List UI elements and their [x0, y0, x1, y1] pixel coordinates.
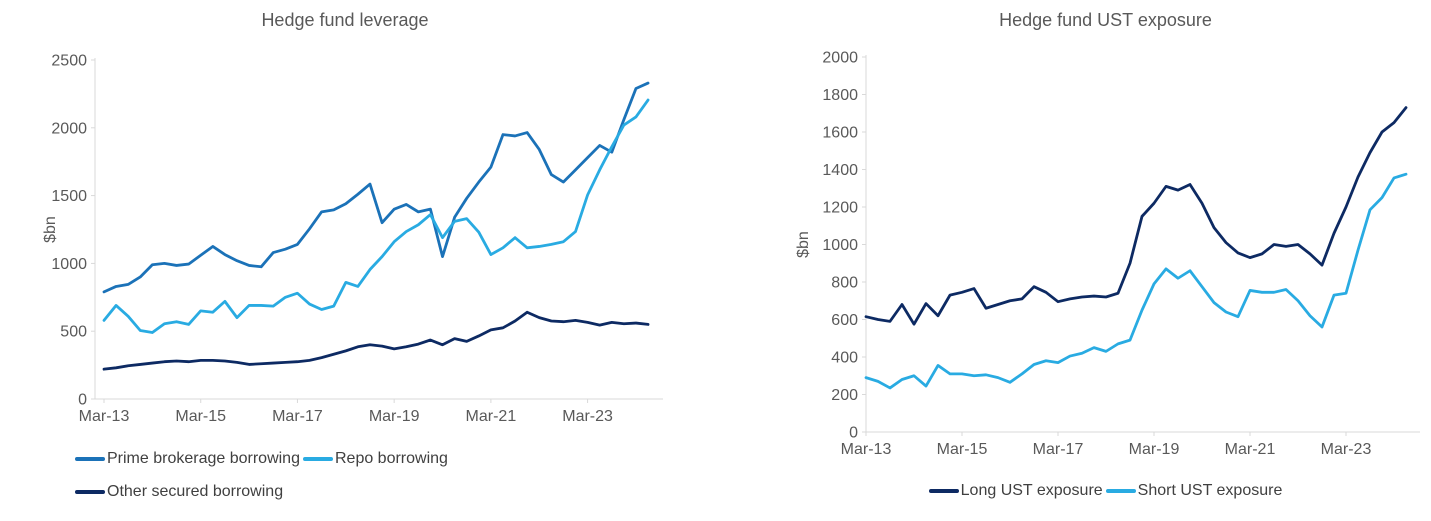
x-tick-label: Mar-17 — [272, 408, 323, 425]
x-tick-label: Mar-13 — [79, 408, 130, 425]
series-line-long-ust-exposure — [864, 106, 1408, 326]
y-tick-label: 400 — [831, 350, 858, 367]
legend-label: Repo borrowing — [334, 450, 448, 467]
series-line-prime-brokerage-borrowing — [102, 81, 650, 294]
legend-item-prime-brokerage-borrowing: Prime brokerage borrowing — [75, 450, 300, 468]
chart-hedge-fund-leverage: Hedge fund leverage 0 500 1000 1500 2000 2500… — [15, 8, 675, 513]
legend-line-swatch — [75, 457, 105, 461]
y-tick-label: 1500 — [51, 188, 87, 205]
legend-line-swatch — [1105, 489, 1136, 493]
legend-line-swatch — [302, 457, 333, 461]
x-tick-label: Mar-17 — [1033, 441, 1084, 458]
legend-line-swatch — [75, 490, 105, 494]
y-tick-label: 2000 — [51, 120, 87, 137]
legend-item-long-ust-exposure: Long UST exposure — [928, 482, 1103, 500]
legend-label: Short UST exposure — [1137, 482, 1283, 499]
x-tick-label: Mar-23 — [562, 408, 613, 425]
legend-label: Prime brokerage borrowing — [107, 450, 300, 467]
legend-row: Long UST exposure Short UST exposure — [928, 482, 1283, 500]
legend-item-other-secured-borrowing: Other secured borrowing — [75, 483, 283, 501]
legend-item-short-ust-exposure: Short UST exposure — [1105, 482, 1283, 500]
y-tick-label: 0 — [849, 425, 858, 442]
x-tick-label: Mar-23 — [1321, 441, 1372, 458]
series-line-short-ust-exposure — [864, 172, 1408, 390]
y-tick-label: 1400 — [822, 162, 858, 179]
chart-title: Hedge fund leverage — [261, 10, 429, 30]
legend-row: Prime brokerage borrowing Repo borrowing — [75, 450, 448, 468]
legend-item-repo-borrowing: Repo borrowing — [302, 450, 448, 468]
series-line-other-secured-borrowing — [102, 310, 650, 371]
x-tick-label: Mar-19 — [1129, 441, 1180, 458]
y-axis-title: $bn — [42, 216, 59, 243]
y-tick-label: 2000 — [822, 50, 858, 67]
x-tick-label: Mar-15 — [175, 408, 226, 425]
chart-hedge-fund-ust-exposure: Hedge fund UST exposure 0 200 400 600 800 100… — [780, 8, 1431, 513]
y-tick-label: 800 — [831, 275, 858, 292]
legend: Prime brokerage borrowing Repo borrowing O… — [75, 450, 448, 501]
y-tick-label: 1800 — [822, 87, 858, 104]
series-line-repo-borrowing — [102, 98, 650, 334]
legend-line-swatch — [928, 489, 959, 493]
y-axis-title: $bn — [795, 231, 812, 258]
x-tick-label: Mar-21 — [466, 408, 517, 425]
y-tick-label: 600 — [831, 312, 858, 329]
y-tick-label: 0 — [78, 392, 87, 409]
y-tick-label: 1000 — [822, 237, 858, 254]
plot-area: 0 200 400 600 800 1000 1200 1400 1600 1800 2000 Mar… — [795, 50, 1420, 458]
y-tick-label: 200 — [831, 387, 858, 404]
x-tick-label: Mar-15 — [937, 441, 988, 458]
x-tick-label: Mar-13 — [841, 441, 892, 458]
y-tick-label: 1600 — [822, 125, 858, 142]
plot-area: 0 500 1000 1500 2000 2500 Mar-13 Mar-15 Mar-17 Ma… — [42, 53, 663, 425]
legend: Long UST exposure Short UST exposure — [780, 482, 1431, 500]
y-tick-label: 1200 — [822, 200, 858, 217]
legend-label: Other secured borrowing — [107, 483, 284, 500]
legend-row: Other secured borrowing — [75, 483, 283, 501]
y-tick-label: 500 — [60, 324, 87, 341]
y-tick-label: 2500 — [51, 53, 87, 70]
x-tick-label: Mar-19 — [369, 408, 420, 425]
y-tick-label: 1000 — [51, 256, 87, 273]
x-tick-label: Mar-21 — [1225, 441, 1276, 458]
legend-label: Long UST exposure — [960, 482, 1103, 499]
chart-title: Hedge fund UST exposure — [999, 10, 1212, 30]
